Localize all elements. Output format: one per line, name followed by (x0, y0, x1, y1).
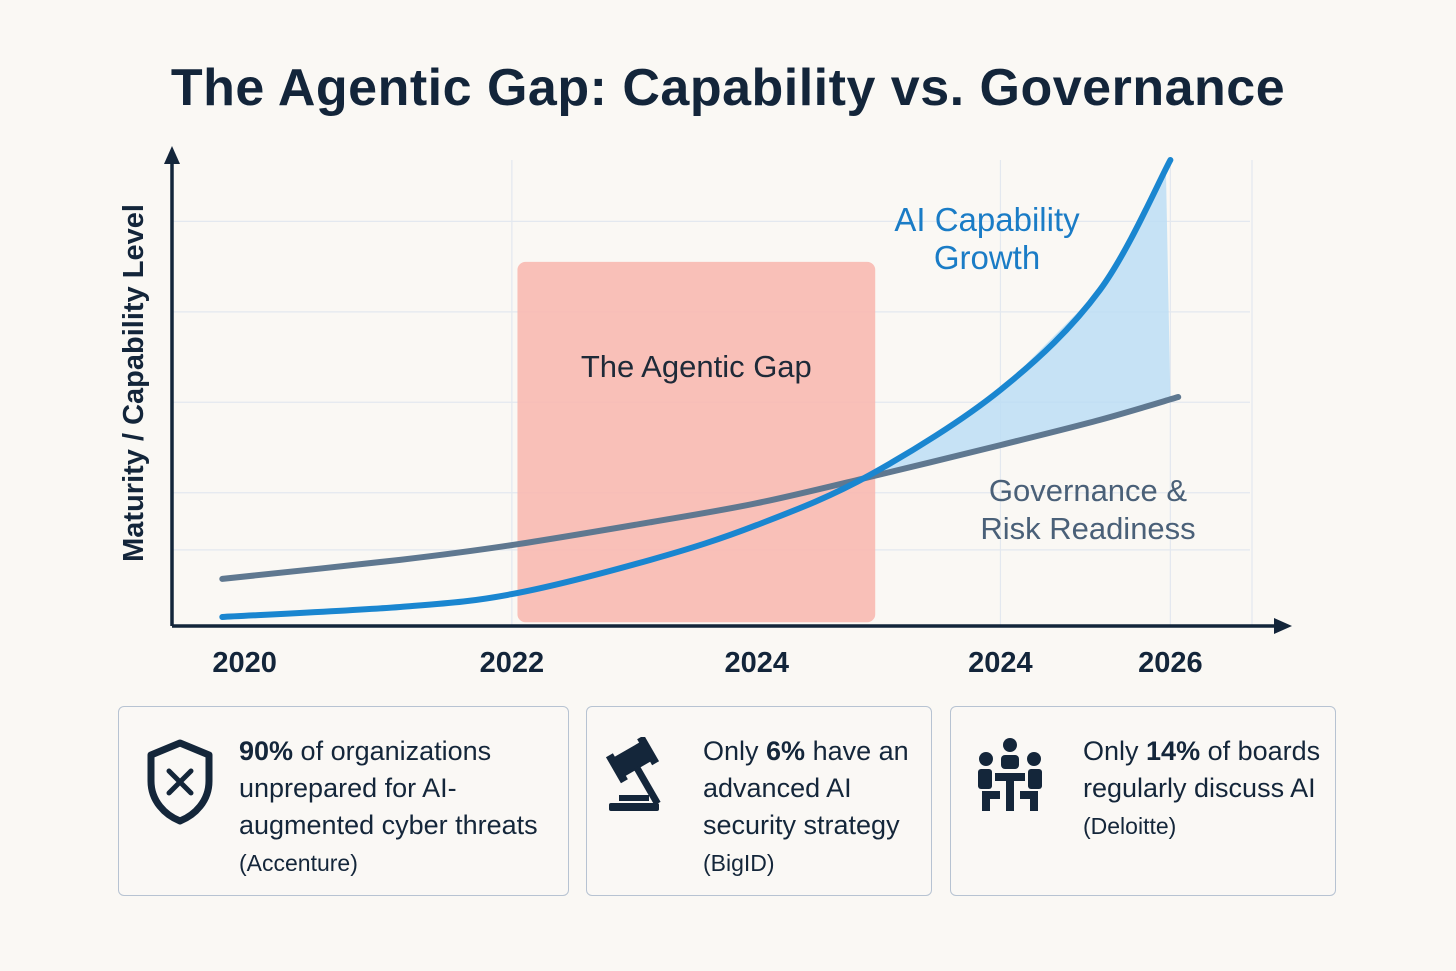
stat-prefix: Only (703, 736, 767, 766)
stat-prefix: Only (1083, 736, 1147, 766)
x-tick-label: 2020 (212, 647, 277, 679)
capability-series-label: AI Capability (894, 201, 1080, 238)
stat-text: 90% of organizations unprepared for AI-a… (239, 733, 569, 882)
x-axis-arrow-icon (1274, 618, 1292, 634)
y-axis-label: Maturity / Capability Level (118, 204, 150, 562)
stat-description: have an advanced AI security strategy (703, 736, 909, 840)
stat-text: Only 6% have an advanced AI security str… (703, 733, 933, 882)
stat-card-unprepared: 90% of organizations unprepared for AI-a… (118, 706, 569, 896)
x-tick-label: 2022 (480, 647, 545, 679)
governance-series-label: Governance & (989, 473, 1187, 508)
boardroom-people-icon (978, 738, 1042, 811)
agentic-gap-label: The Agentic Gap (581, 349, 812, 384)
capability-gap-fill (869, 168, 1171, 476)
stat-value: 14% (1146, 736, 1201, 766)
stat-description: of boards regularly discuss AI (1083, 736, 1321, 803)
stat-source: (Deloitte) (1083, 813, 1177, 839)
shield-x-icon (147, 739, 213, 825)
capability-series-label: Growth (934, 239, 1040, 276)
chart-title: The Agentic Gap: Capability vs. Governan… (170, 59, 1286, 117)
chart: The Agentic Gap 2020 2022 2024 2024 2026 Matur… (118, 146, 1292, 679)
stat-value: 90% (239, 736, 294, 766)
x-tick-label: 2024 (968, 647, 1033, 679)
y-axis-arrow-icon (164, 146, 180, 164)
series-governance-line (219, 394, 1182, 582)
stat-source: (Accenture) (239, 850, 358, 876)
stat-text: Only 14% of boards regularly discuss AI (… (1083, 733, 1339, 845)
governance-series-label: Risk Readiness (980, 511, 1195, 546)
stat-value: 6% (766, 736, 806, 766)
series-capability-line (219, 156, 1174, 620)
agentic-gap-region (517, 261, 876, 623)
stat-description: of organizations unprepared for AI-augme… (239, 736, 538, 840)
gavel-icon (605, 737, 661, 811)
stat-source: (BigID) (703, 850, 775, 876)
x-tick-label: 2024 (724, 647, 789, 679)
x-tick-label: 2026 (1138, 647, 1203, 679)
stat-card-strategy: Only 6% have an advanced AI security str… (586, 706, 932, 896)
stat-card-boards: Only 14% of boards regularly discuss AI (… (950, 706, 1336, 896)
